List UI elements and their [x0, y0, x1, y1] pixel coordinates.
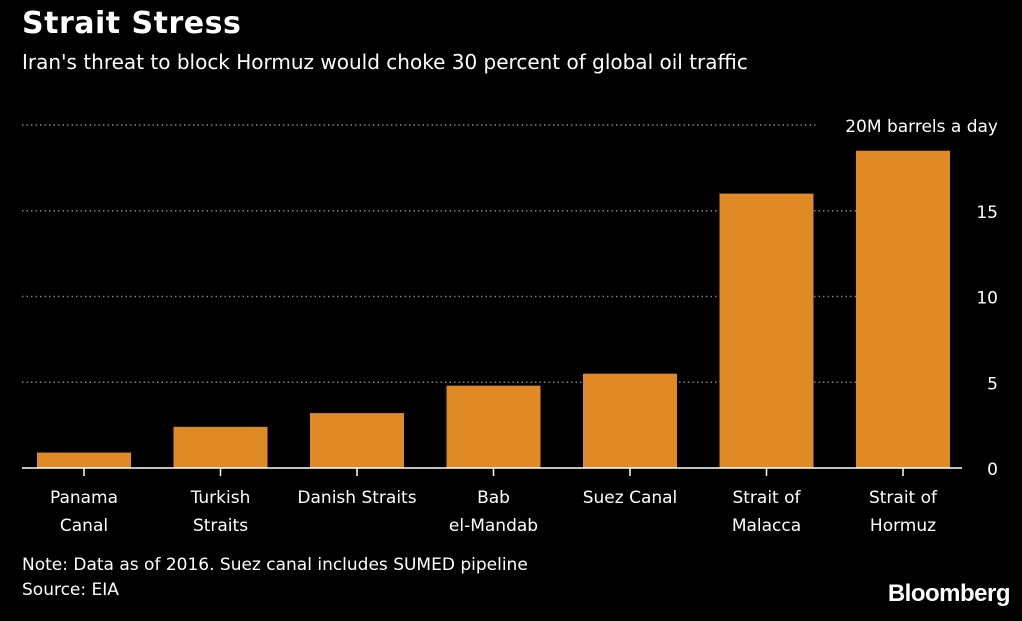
y-tick-label: 10 — [976, 289, 998, 309]
bar — [583, 373, 677, 468]
bar — [173, 426, 268, 468]
x-tick-labels: Panama Canal Turkish Straits Danish Straits B… — [50, 488, 938, 536]
x-tick-label: Strait of Hormuz — [869, 488, 938, 536]
x-tick-label: Bab el-Mandab — [449, 488, 538, 536]
x-axis — [22, 467, 962, 476]
bar — [719, 193, 814, 468]
bar — [446, 385, 541, 468]
bar — [856, 150, 950, 468]
y-tick-label: 0 — [987, 460, 998, 480]
y-tick-label: 5 — [987, 374, 998, 394]
bloomberg-logo: Bloomberg — [887, 580, 1011, 607]
x-tick-label: Danish Straits — [297, 488, 416, 508]
x-tick-label: Panama Canal — [50, 488, 118, 536]
y-tick-labels: 0 5 10 15 20M barrels a day — [845, 117, 998, 480]
chart-title: Strait Stress — [22, 6, 242, 41]
source-note: Source: EIA — [22, 580, 119, 600]
bar — [310, 413, 404, 468]
bar — [37, 452, 131, 468]
chart-subtitle: Iran's threat to block Hormuz would chok… — [22, 50, 748, 74]
bars — [37, 150, 950, 468]
x-tick-label: Suez Canal — [583, 488, 678, 508]
x-tick-label: Strait of Malacca — [732, 488, 802, 536]
x-tick-label: Turkish Straits — [190, 488, 251, 536]
footnote: Note: Data as of 2016. Suez canal includ… — [22, 555, 528, 575]
y-tick-label: 15 — [976, 203, 998, 223]
y-tick-label: 20M barrels a day — [845, 117, 998, 137]
